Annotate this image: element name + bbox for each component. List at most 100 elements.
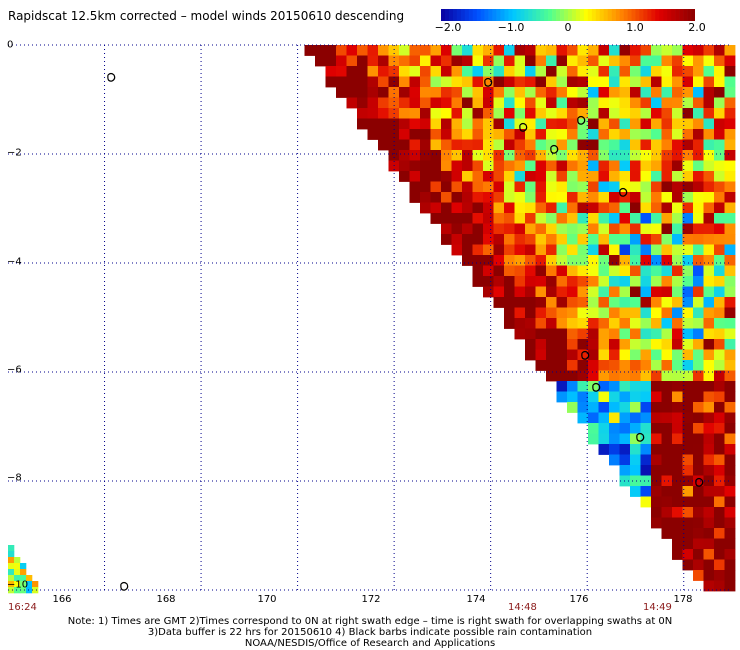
wind-cell — [714, 286, 725, 298]
wind-cell — [441, 181, 452, 193]
wind-cell — [598, 328, 610, 340]
wind-cell — [672, 486, 683, 497]
wind-cell — [682, 517, 694, 529]
wind-cell — [630, 66, 641, 77]
wind-cell — [661, 55, 673, 67]
island-outline — [550, 144, 559, 154]
wind-cell — [651, 486, 662, 497]
wind-cell — [693, 454, 704, 466]
wind-cell — [619, 76, 631, 88]
wind-cell — [567, 160, 578, 172]
wind-cell — [651, 108, 662, 119]
colorbar-label-min: −2.0 — [434, 21, 462, 34]
wind-cell — [619, 223, 631, 235]
wind-cell — [388, 55, 400, 67]
colorbar-label-pos1: 1.0 — [626, 21, 644, 34]
wind-cell — [535, 360, 547, 371]
wind-cell — [682, 181, 694, 193]
wind-cell — [525, 318, 536, 329]
wind-cell — [514, 97, 526, 109]
wind-cell — [619, 370, 631, 382]
wind-cell — [8, 545, 15, 552]
wind-cell — [672, 223, 683, 235]
wind-cell — [535, 45, 547, 56]
colorbar-swatch — [524, 9, 529, 21]
wind-cell — [693, 433, 704, 445]
wind-cell — [546, 244, 557, 256]
wind-cell — [661, 370, 673, 382]
wind-cell — [703, 55, 715, 67]
wind-cell — [462, 118, 473, 130]
wind-cell — [682, 45, 694, 56]
wind-cell — [672, 192, 683, 203]
colorbar-swatch — [448, 9, 454, 21]
wind-cell — [651, 444, 662, 455]
y-tick-neg8: −8 — [7, 472, 22, 484]
wind-cell — [514, 213, 526, 224]
wind-cell — [504, 213, 515, 224]
wind-cell — [598, 339, 610, 350]
wind-cell — [598, 276, 610, 287]
wind-cell — [609, 286, 620, 298]
wind-cell — [504, 118, 515, 130]
wind-cell — [693, 517, 704, 529]
wind-cell — [672, 528, 683, 539]
wind-cell — [630, 328, 641, 340]
wind-cell — [451, 108, 463, 119]
wind-cell — [451, 87, 463, 98]
wind-cell — [619, 129, 631, 140]
island-outline — [592, 382, 601, 392]
wind-cell — [661, 381, 673, 392]
wind-cell — [619, 66, 631, 77]
wind-cell — [525, 244, 536, 256]
colorbar-swatch — [516, 9, 521, 21]
colorbar-swatch — [675, 9, 680, 21]
wind-cell — [651, 454, 662, 466]
wind-cell — [441, 129, 452, 140]
wind-cell — [598, 55, 610, 67]
wind-cell — [724, 370, 736, 382]
wind-cell — [640, 444, 652, 455]
wind-cell — [483, 66, 494, 77]
wind-cell — [651, 276, 662, 287]
wind-cell — [409, 55, 421, 67]
wind-cell — [556, 192, 568, 203]
note-line-1: Note: 1) Times are GMT 2)Times correspon… — [67, 616, 673, 627]
wind-cell — [451, 118, 463, 130]
wind-cell — [420, 160, 431, 172]
wind-cell — [430, 55, 442, 67]
wind-cell — [514, 55, 526, 67]
island-outline — [519, 122, 528, 132]
wind-cell — [357, 87, 368, 98]
wind-cell — [535, 213, 547, 224]
wind-cell — [535, 297, 547, 308]
wind-cell — [472, 213, 484, 224]
wind-cell — [535, 118, 547, 130]
wind-cell — [703, 318, 715, 329]
wind-cell — [630, 265, 641, 277]
wind-cell — [504, 265, 515, 277]
wind-cell — [609, 370, 620, 382]
wind-cell — [619, 87, 631, 98]
wind-cell — [441, 160, 452, 172]
wind-cell — [504, 202, 515, 214]
wind-cell — [399, 139, 410, 151]
wind-cell — [703, 223, 715, 235]
wind-cell — [672, 507, 683, 518]
wind-cell — [640, 349, 652, 361]
wind-cell — [682, 139, 694, 151]
wind-cell — [441, 171, 452, 182]
colorbar-swatch — [683, 9, 688, 21]
wind-cell — [546, 297, 557, 308]
wind-cell — [556, 118, 568, 130]
wind-cell — [556, 150, 568, 161]
wind-cell — [714, 244, 725, 256]
wind-cell — [556, 328, 568, 340]
wind-cell — [609, 45, 620, 56]
wind-cell — [420, 202, 431, 214]
wind-cell — [20, 563, 27, 570]
wind-cell — [588, 160, 599, 172]
wind-cell — [8, 563, 15, 570]
wind-cell — [567, 139, 578, 151]
wind-cell — [630, 202, 641, 214]
